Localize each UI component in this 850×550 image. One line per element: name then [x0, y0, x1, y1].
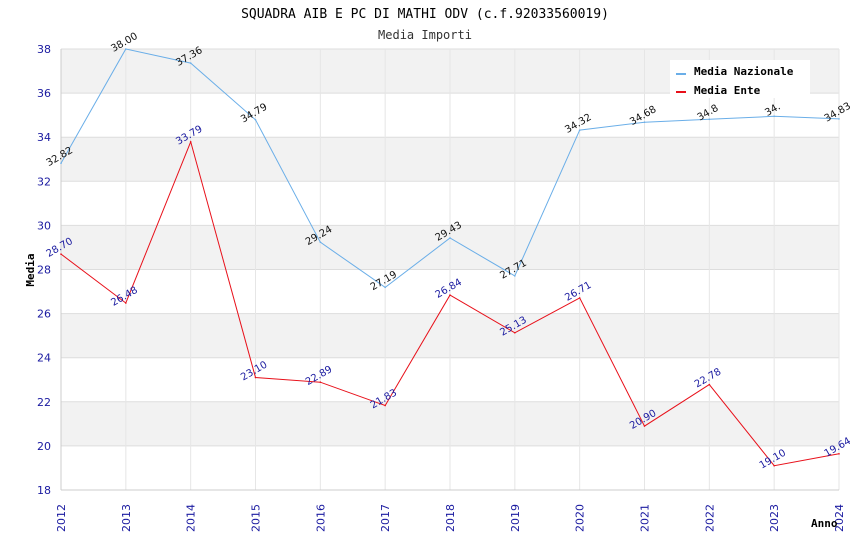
data-point-nazionale: [514, 275, 516, 277]
y-tick-label: 18: [37, 484, 51, 497]
data-point-nazionale: [384, 286, 386, 289]
x-tick-label: 2018: [444, 504, 457, 532]
data-point-nazionale: [254, 118, 257, 121]
x-tick-label: 2013: [120, 504, 133, 532]
data-point-ente: [384, 404, 386, 407]
legend-box: [670, 60, 810, 98]
data-point-nazionale: [125, 48, 127, 50]
y-tick-label: 28: [37, 264, 51, 277]
data-point-ente: [578, 297, 581, 299]
data-point-ente: [643, 425, 646, 427]
y-tick-label: 34: [37, 131, 51, 144]
x-tick-label: 2024: [833, 504, 846, 532]
data-point-nazionale: [189, 62, 192, 64]
x-tick-label: 2020: [574, 504, 587, 532]
x-tick-label: 2017: [379, 504, 392, 532]
chart-title: SQUADRA AIB E PC DI MATHI ODV (c.f.92033…: [241, 7, 609, 22]
x-tick-label: 2021: [639, 504, 652, 532]
y-tick-label: 22: [37, 396, 51, 409]
data-point-ente: [773, 464, 775, 467]
x-axis-label: Anno: [811, 517, 838, 530]
data-point-nazionale: [449, 237, 451, 239]
data-point-nazionale: [319, 241, 322, 243]
x-tick-label: 2014: [185, 504, 198, 532]
x-tick-label: 2019: [509, 504, 522, 532]
y-tick-label: 36: [37, 87, 51, 100]
y-tick-label: 20: [37, 440, 51, 453]
data-point-nazionale: [643, 121, 646, 124]
data-point-nazionale: [838, 118, 840, 120]
x-tick-label: 2016: [314, 504, 327, 532]
legend-label-ente: Media Ente: [694, 84, 761, 97]
data-point-ente: [125, 302, 127, 304]
x-tick-label: 2015: [250, 504, 263, 532]
y-tick-label: 30: [37, 219, 51, 232]
y-axis-label: Media: [24, 253, 37, 286]
data-point-nazionale: [60, 162, 62, 165]
y-tick-label: 24: [37, 352, 51, 365]
legend-label-nazionale: Media Nazionale: [694, 65, 794, 78]
data-point-ente: [189, 141, 192, 143]
legend: Media Nazionale Media Ente: [670, 60, 810, 98]
chart-subtitle: Media Importi: [378, 28, 472, 42]
data-point-ente: [60, 253, 62, 255]
data-point-ente: [838, 453, 840, 455]
x-tick-label: 2012: [55, 504, 68, 532]
data-point-nazionale: [708, 118, 711, 121]
y-tick-label: 38: [37, 43, 51, 56]
data-point-ente: [254, 376, 257, 379]
x-tick-label: 2023: [768, 504, 781, 532]
x-tick-label: 2022: [703, 504, 716, 532]
data-point-ente: [449, 294, 451, 296]
data-point-nazionale: [578, 129, 581, 131]
y-tick-label: 32: [37, 175, 51, 188]
data-point-ente: [708, 383, 711, 386]
data-point-ente: [514, 331, 516, 334]
y-tick-label: 26: [37, 308, 51, 321]
data-point-ente: [319, 381, 322, 383]
data-point-nazionale: [773, 115, 775, 118]
